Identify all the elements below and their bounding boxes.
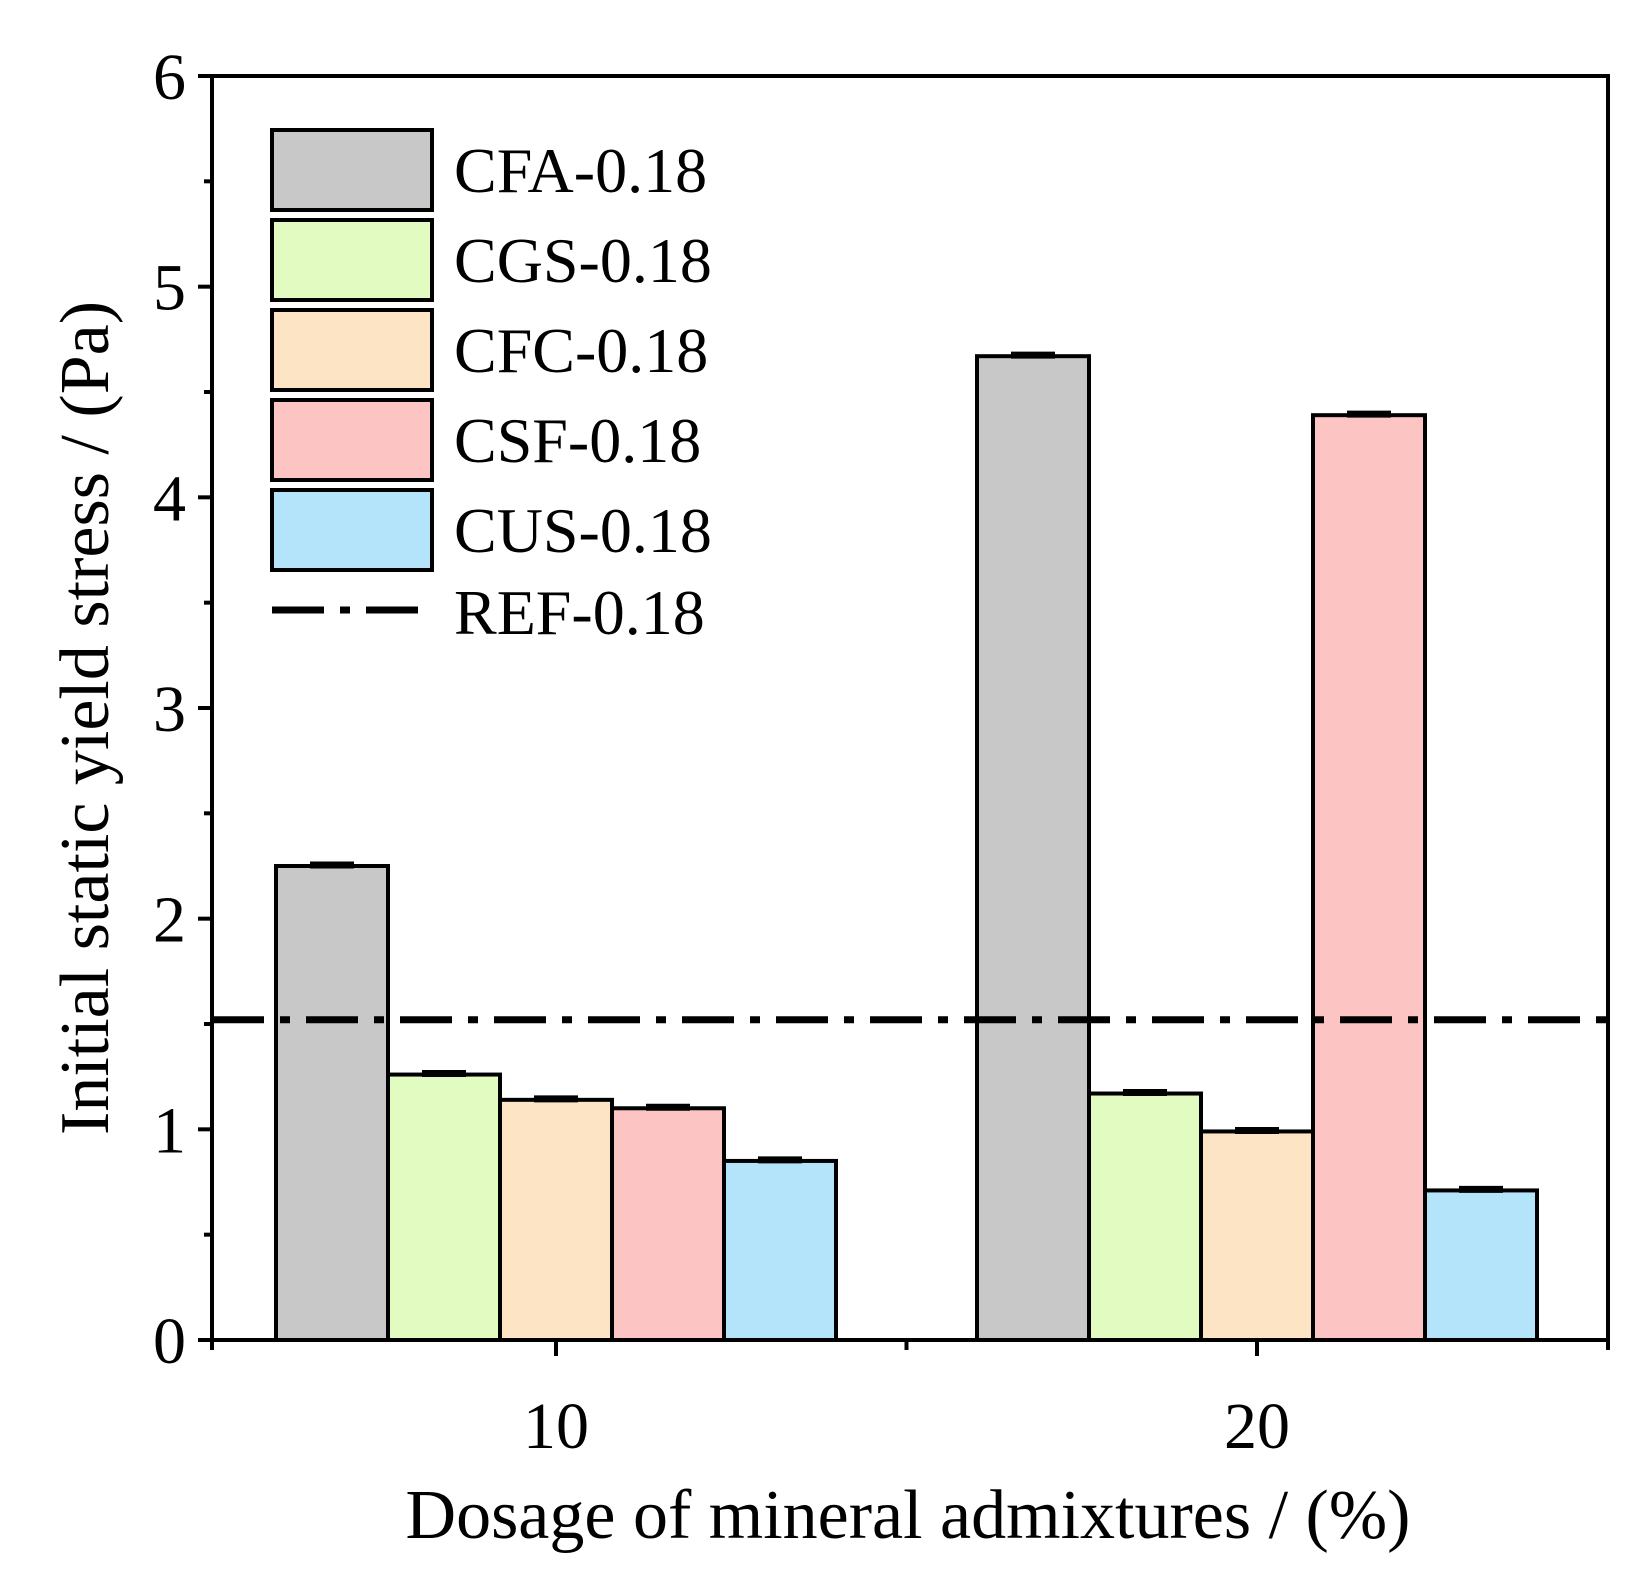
bar-csf-0.18-20	[1311, 413, 1427, 1342]
x-tick-label: 20	[1224, 1390, 1290, 1463]
legend-label-cfa-0.18: CFA-0.18	[454, 135, 707, 206]
y-tick-label: 2	[153, 884, 186, 957]
legend-swatch-cgs-0.18	[270, 218, 434, 302]
legend: CFA-0.18 CGS-0.18 CFC-0.18 CSF-0.18 CUS-0.18…	[270, 128, 712, 648]
legend-swatch-csf-0.18	[270, 398, 434, 482]
y-tick-label: 6	[153, 41, 186, 114]
bar-cgs-0.18-20	[1087, 1091, 1203, 1343]
y-tick-label: 3	[153, 673, 186, 746]
bar-csf-0.18-10	[610, 1106, 726, 1343]
legend-label-ref: REF-0.18	[454, 577, 705, 648]
y-axis-title: Initial static yield stress / (Pa)	[47, 301, 124, 1135]
axes-layer: 0 1 2 3 4 5 6 10 20	[153, 41, 1610, 1463]
legend-label-csf-0.18: CSF-0.18	[454, 405, 701, 476]
x-axis-title: Dosage of mineral admixtures / (%)	[406, 1477, 1411, 1554]
bar-cfa-0.18-20	[975, 354, 1091, 1343]
y-tick-label: 4	[153, 462, 186, 535]
legend-label-cus-0.18: CUS-0.18	[454, 495, 712, 566]
bars-layer	[274, 351, 1539, 1343]
y-tick-label: 0	[153, 1305, 186, 1378]
bar-cus-0.18-10	[722, 1158, 838, 1343]
bar-cus-0.18-20	[1423, 1188, 1539, 1342]
y-tick-label: 1	[153, 1094, 186, 1167]
bar-cgs-0.18-10	[386, 1072, 502, 1343]
x-tick-label: 10	[523, 1390, 589, 1463]
bar-cfc-0.18-10	[498, 1097, 614, 1342]
bar-cfa-0.18-10	[274, 864, 390, 1342]
legend-label-cgs-0.18: CGS-0.18	[454, 225, 712, 296]
bar-cfc-0.18-20	[1199, 1129, 1315, 1342]
legend-label-cfc-0.18: CFC-0.18	[454, 315, 708, 386]
y-tick-label: 5	[153, 252, 186, 325]
legend-swatch-cus-0.18	[270, 488, 434, 572]
legend-swatch-cfa-0.18	[270, 128, 434, 212]
legend-swatch-cfc-0.18	[270, 308, 434, 392]
